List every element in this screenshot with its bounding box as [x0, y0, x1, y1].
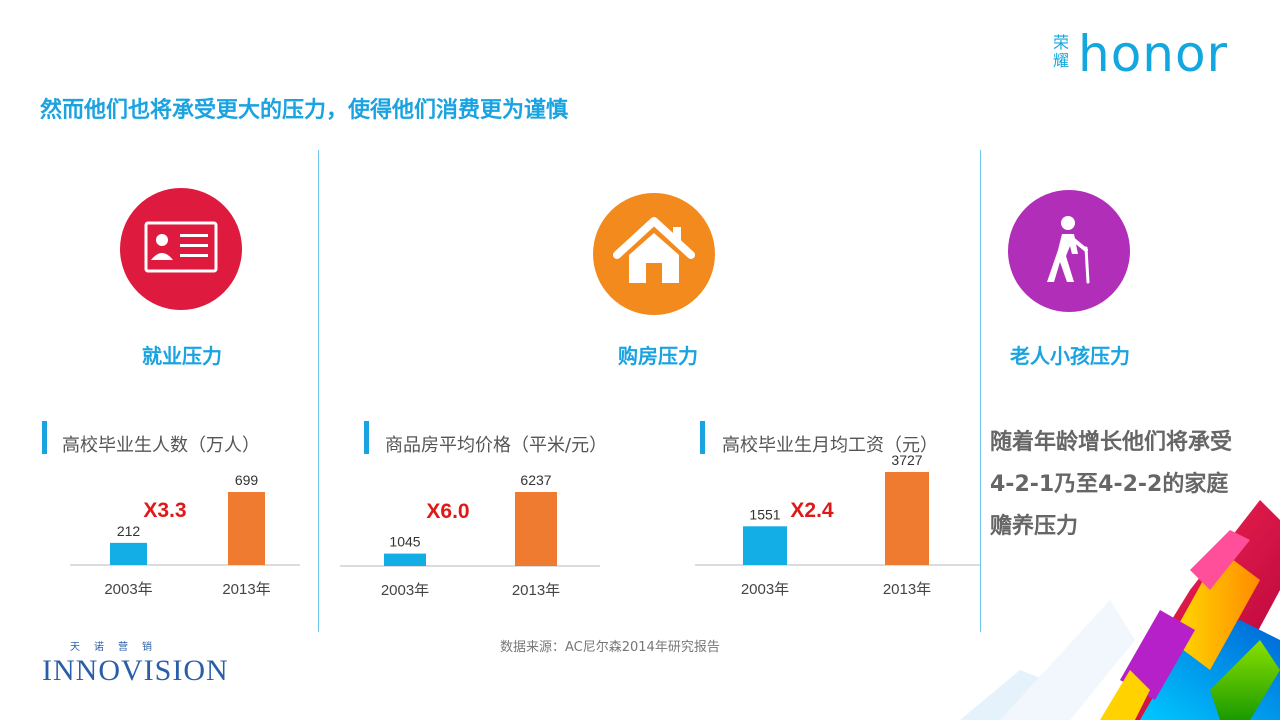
elderly-circle	[1008, 190, 1130, 312]
x-tick-label: 2003年	[741, 581, 789, 598]
innovision-logo-word: INNOVISION	[42, 654, 229, 687]
bar-2013年	[228, 492, 265, 565]
id-card-icon	[144, 221, 218, 273]
x-tick-label: 2013年	[512, 582, 560, 599]
honor-logo-cn: 荣耀	[1052, 33, 1069, 70]
subtitle-marker-2	[364, 421, 369, 454]
subtitle-marker-1	[42, 421, 47, 454]
bar-2003年	[110, 542, 147, 565]
chart-svg: 1551 2003年 3727 2013年 X2.4	[695, 452, 980, 598]
data-label: 1551	[749, 506, 780, 522]
category-label-employment: 就业压力	[142, 344, 222, 368]
chart-svg: 1045 2003年 6237 2013年 X6.0	[340, 472, 600, 599]
honor-logo-word: honor	[1078, 25, 1229, 83]
chart-housing-price: 1045 2003年 6237 2013年 X6.0	[340, 470, 600, 610]
category-label-elderly: 老人小孩压力	[1010, 344, 1130, 368]
bar-2003年	[743, 526, 787, 565]
chart-title-salary: 高校毕业生月均工资（元）	[722, 435, 938, 456]
decorative-ribbons-graphic	[960, 500, 1280, 720]
bar-2003年	[384, 553, 426, 566]
x-tick-label: 2013年	[222, 581, 270, 598]
data-source: 数据来源：AC尼尔森2014年研究报告	[500, 640, 720, 655]
house-icon	[613, 217, 695, 283]
innovision-logo: 天诺营销 INNOVISION	[42, 642, 229, 692]
data-label: 699	[235, 472, 259, 488]
employment-circle	[120, 188, 242, 310]
data-label: 3727	[891, 452, 922, 468]
chart-salary: 1551 2003年 3727 2013年 X2.4	[695, 450, 980, 609]
bar-2013年	[885, 472, 929, 565]
x-tick-label: 2003年	[104, 581, 152, 598]
innovision-logo-cn: 天诺营销	[70, 642, 166, 653]
column-divider-2	[980, 150, 981, 632]
data-label: 1045	[389, 534, 420, 550]
growth-multiplier: X3.3	[143, 499, 186, 522]
data-label: 212	[117, 523, 141, 539]
x-tick-label: 2003年	[381, 582, 429, 599]
column-divider-1	[318, 150, 319, 632]
chart-title-housing-price: 商品房平均价格（平米/元）	[385, 435, 608, 456]
elderly-walking-icon	[1047, 216, 1090, 284]
housing-circle	[593, 193, 715, 315]
category-label-housing: 购房压力	[618, 344, 698, 368]
chart-title-graduates: 高校毕业生人数（万人）	[62, 435, 260, 456]
growth-multiplier: X2.4	[790, 499, 834, 522]
chart-graduates: 212 2003年 699 2013年 X3.3	[70, 470, 300, 609]
bar-2013年	[515, 492, 557, 566]
page-title: 然而他们也将承受更大的压力，使得他们消费更为谨慎	[40, 98, 569, 123]
data-label: 6237	[520, 472, 551, 488]
subtitle-marker-3	[700, 421, 705, 454]
honor-logo: 荣耀 honor	[1050, 26, 1250, 86]
chart-svg: 212 2003年 699 2013年 X3.3	[70, 472, 300, 598]
family-pressure-text: 随着年龄增长他们将承受4-2-1乃至4-2-2的家庭赡养压力	[990, 430, 1233, 539]
x-tick-label: 2013年	[883, 581, 931, 598]
growth-multiplier: X6.0	[426, 500, 469, 523]
